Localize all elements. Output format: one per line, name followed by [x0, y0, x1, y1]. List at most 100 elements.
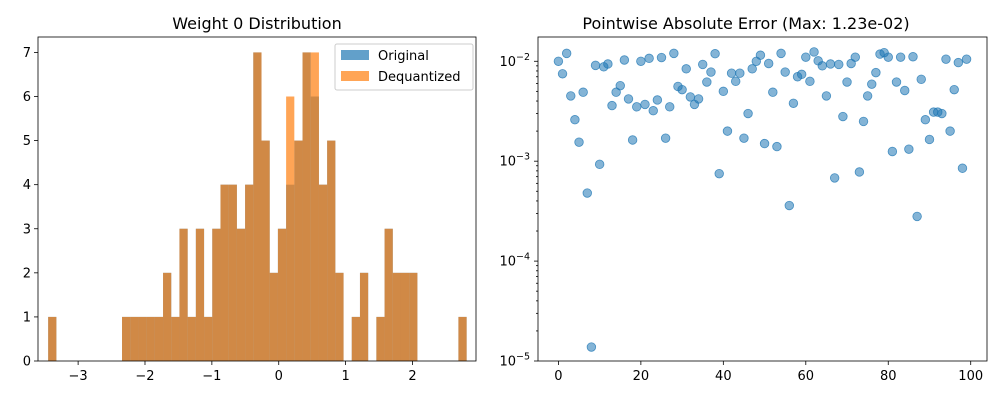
x-tick-label: 60: [798, 369, 815, 384]
scatter-point: [566, 91, 576, 101]
scatter-point: [854, 167, 865, 177]
y-tick-label: 10−4: [499, 252, 530, 270]
histogram-legend: Original Dequantized: [334, 43, 474, 91]
scatter-point: [953, 57, 964, 68]
histogram-bar-dequantized: [261, 140, 270, 361]
scatter-point: [739, 133, 749, 143]
y-tick-label: 10−2: [499, 52, 530, 70]
y-tick-label: 2: [23, 266, 31, 281]
x-tick-label: −1: [202, 369, 221, 384]
scatter-point: [553, 56, 564, 66]
scatter-point: [582, 188, 592, 198]
scatter-point: [747, 64, 757, 74]
scatter-point: [677, 84, 687, 95]
y-tick-label: 10−5: [499, 352, 530, 370]
y-tick-label: 6: [23, 90, 31, 105]
scatter-point: [805, 76, 815, 87]
scatter-point: [961, 54, 972, 64]
histogram-bars-dequantized: [48, 52, 467, 362]
scatter-point: [862, 91, 873, 101]
histogram-bar-dequantized: [138, 316, 147, 361]
histogram-bar-dequantized: [310, 52, 319, 362]
legend-swatch-original: [341, 50, 369, 60]
y-tick-label: 0: [23, 355, 31, 370]
scatter-point: [904, 144, 914, 154]
scatter-point: [570, 115, 580, 125]
scatter-point: [887, 146, 898, 157]
scatter-point: [623, 94, 634, 104]
histogram-bar-dequantized: [409, 272, 418, 361]
scatter-point: [842, 77, 852, 87]
scatter-point: [937, 108, 947, 119]
histogram-bar-dequantized: [212, 228, 221, 361]
y-tick-label: 7: [23, 46, 31, 61]
scatter-point: [788, 98, 799, 108]
histogram-bar-dequantized: [204, 316, 213, 361]
scatter-point: [957, 163, 968, 173]
histogram-x-ticks: −3 −2 −1 0 1 2: [69, 361, 417, 384]
x-tick-label: −2: [135, 369, 154, 384]
histogram-bar-dequantized: [302, 52, 311, 362]
histogram-bar-dequantized: [376, 316, 385, 361]
x-tick-label: 100: [958, 369, 983, 384]
scatter-point: [949, 84, 959, 95]
scatter-point: [780, 67, 790, 77]
scatter-point: [941, 54, 951, 64]
scatter-point: [644, 53, 654, 64]
scatter-point: [838, 111, 848, 122]
histogram-y-ticks: 0 1 2 3 4 5 6 7: [23, 46, 38, 370]
histogram-bar-dequantized: [351, 316, 360, 361]
histogram-bar-dequantized: [163, 272, 172, 361]
y-tick-label: 1: [23, 310, 31, 325]
scatter-point: [945, 126, 955, 136]
histogram-bar-dequantized: [294, 140, 303, 361]
scatter-point: [632, 102, 642, 112]
scatter-frame: [537, 36, 988, 362]
scatter-point: [850, 52, 860, 62]
scatter-point: [809, 47, 819, 57]
scatter-point: [858, 116, 869, 127]
scatter-point: [590, 60, 601, 71]
scatter-title: Pointwise Absolute Error (Max: 1.23e-02): [582, 14, 909, 33]
scatter-points: [553, 47, 972, 352]
scatter-point: [883, 52, 893, 62]
y-tick-label: 3: [23, 222, 31, 237]
scatter-point: [763, 58, 774, 69]
legend-label-dequantized: Dequantized: [378, 70, 461, 85]
scatter-point: [801, 52, 811, 62]
x-tick-label: 40: [715, 369, 732, 384]
histogram-bar-dequantized: [400, 272, 410, 361]
histogram-frame: [37, 36, 477, 362]
scatter-point: [908, 52, 918, 62]
scatter-point: [731, 76, 741, 87]
histogram-bar-dequantized: [359, 272, 369, 361]
y-tick-label: 10−3: [499, 152, 530, 170]
scatter-point: [656, 52, 667, 63]
scatter-point: [726, 68, 737, 78]
histogram-bar-dequantized: [286, 96, 295, 362]
scatter-point: [834, 59, 844, 70]
histogram-bar-dequantized: [318, 184, 328, 361]
histogram-bar-dequantized: [269, 272, 278, 361]
scatter-point: [648, 106, 658, 116]
scatter-point: [669, 48, 679, 59]
scatter-x-ticks: 0 20 40 60 80 100: [554, 361, 983, 384]
histogram-bar-dequantized: [220, 184, 229, 361]
histogram-bar-dequantized: [236, 228, 246, 361]
histogram-chart: Weight 0 Distribution −3 −2 −1 0 1 2 0 1 2 3 4 5 6 7…: [23, 14, 477, 384]
scatter-point: [871, 67, 881, 78]
scatter-point: [895, 52, 906, 62]
scatter-point: [759, 138, 770, 149]
scatter-point: [916, 74, 926, 85]
histogram-bar-dequantized: [335, 272, 344, 361]
histogram-bar-dequantized: [130, 316, 139, 361]
histogram-bar-dequantized: [458, 316, 467, 361]
histogram-bar-dequantized: [277, 228, 287, 361]
histogram-bar-dequantized: [154, 316, 164, 361]
histogram-bar-dequantized: [171, 316, 180, 361]
scatter-point: [594, 159, 605, 170]
scatter-point: [784, 200, 794, 211]
scatter-point: [776, 48, 786, 59]
x-tick-label: 2: [408, 369, 416, 384]
histogram-bar-dequantized: [228, 184, 237, 361]
